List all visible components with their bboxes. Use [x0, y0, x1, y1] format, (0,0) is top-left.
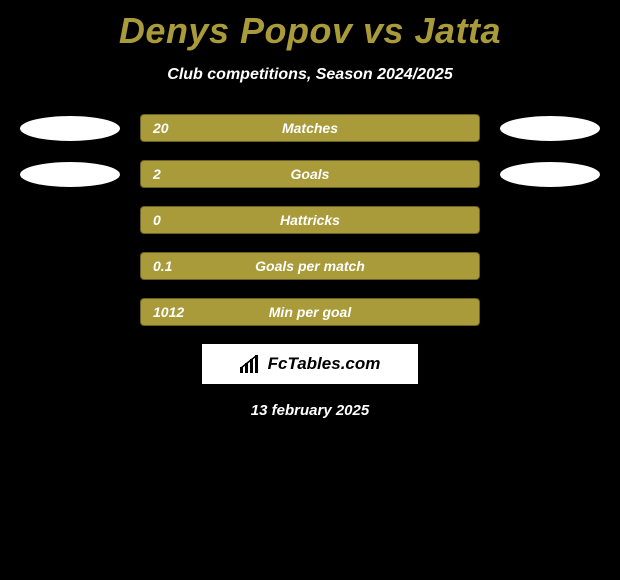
stat-bar: 1012 Min per goal	[140, 298, 480, 326]
right-oval	[500, 116, 600, 141]
right-oval	[500, 162, 600, 187]
stat-bar: 0.1 Goals per match	[140, 252, 480, 280]
stat-label: Goals	[291, 166, 330, 182]
stat-bar: 2 Goals	[140, 160, 480, 188]
left-oval	[20, 116, 120, 141]
stat-label: Hattricks	[280, 212, 340, 228]
stat-row: 20 Matches	[0, 114, 620, 142]
stat-bar: 0 Hattricks	[140, 206, 480, 234]
stat-label: Matches	[282, 120, 338, 136]
stat-value: 20	[141, 120, 201, 136]
stat-row: 1012 Min per goal	[0, 298, 620, 326]
page-title: Denys Popov vs Jatta	[0, 0, 620, 52]
stat-row: 0.1 Goals per match	[0, 252, 620, 280]
date-label: 13 february 2025	[0, 402, 620, 419]
stats-container: 20 Matches 2 Goals 0 Hattricks 0.1 Goals per ma…	[0, 114, 620, 326]
left-oval	[20, 162, 120, 187]
stat-value: 1012	[141, 304, 201, 320]
stat-label: Goals per match	[255, 258, 365, 274]
stat-bar: 20 Matches	[140, 114, 480, 142]
chart-icon	[240, 355, 262, 373]
subtitle: Club competitions, Season 2024/2025	[0, 66, 620, 84]
stat-row: 0 Hattricks	[0, 206, 620, 234]
stat-label: Min per goal	[269, 304, 351, 320]
brand-label: FcTables.com	[268, 354, 381, 374]
stat-row: 2 Goals	[0, 160, 620, 188]
stat-value: 0.1	[141, 258, 201, 274]
stat-value: 2	[141, 166, 201, 182]
brand-box: FcTables.com	[202, 344, 418, 384]
stat-value: 0	[141, 212, 201, 228]
